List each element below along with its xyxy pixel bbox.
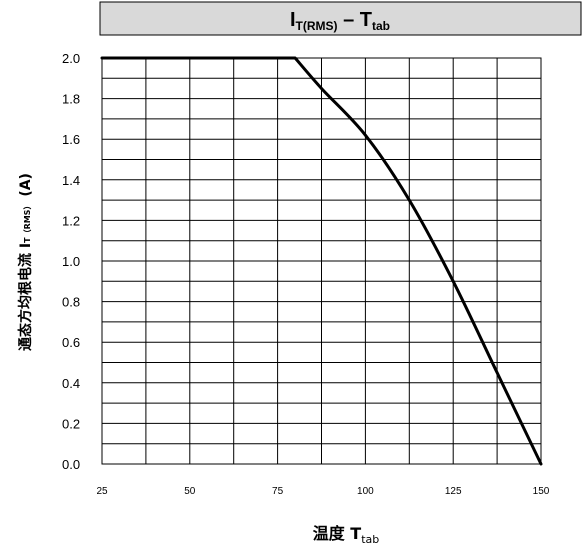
- title-banner: [99, 1, 582, 36]
- x-tick-label: 50: [184, 486, 196, 497]
- y-tick-label: 1.0: [62, 254, 80, 269]
- y-tick-label: 0.8: [62, 295, 80, 310]
- x-tick-label: 150: [533, 486, 550, 497]
- y-tick-label: 2.0: [62, 51, 80, 66]
- y-axis-label: 通态方均根电流 IT（RMS） (A): [17, 173, 34, 351]
- y-tick-label: 0.4: [62, 376, 80, 391]
- y-tick-label: 0.6: [62, 335, 80, 350]
- y-tick-label: 1.4: [62, 173, 80, 188]
- x-axis-label: 温度 Ttab: [312, 524, 380, 546]
- y-tick-label: 1.2: [62, 213, 80, 228]
- series-line: [100, 56, 543, 466]
- y-tick-label: 1.8: [62, 92, 80, 107]
- x-tick-label: 100: [357, 486, 374, 497]
- grid: [102, 58, 541, 464]
- plot-frame: [101, 57, 542, 465]
- x-tick-label: 125: [445, 486, 462, 497]
- y-tick-label: 1.6: [62, 132, 80, 147]
- x-tick-label: 25: [96, 486, 108, 497]
- x-tick-label: 75: [272, 486, 284, 497]
- y-tick-label: 0.2: [62, 416, 80, 431]
- y-tick-label: 0.0: [62, 457, 80, 472]
- series: [100, 56, 543, 466]
- x-tick-labels: 25 50 75 100 125 150: [96, 486, 549, 497]
- chart-title: IT(RMS) – Ttab: [290, 9, 390, 33]
- y-tick-labels: 0.0 0.2 0.4 0.6 0.8 1.0 1.2 1.4 1.6 1.8 2.0: [62, 51, 80, 472]
